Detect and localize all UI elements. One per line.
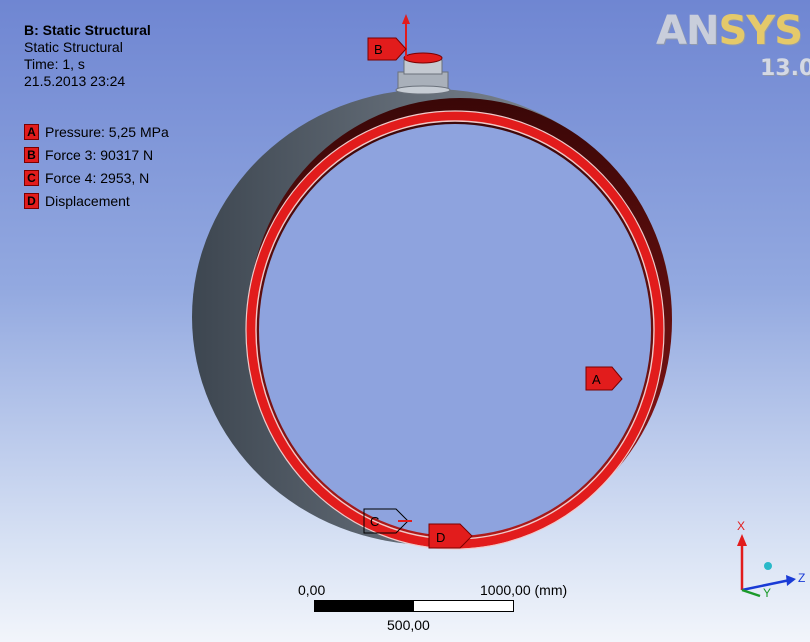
logo-text-b: SYS [718,8,803,54]
legend-label: Force 4: 2953, N [45,169,150,186]
marker-c[interactable]: C [363,508,412,534]
marker-a-label: A [592,372,601,387]
triad-y-label: Y [763,586,771,600]
load-legend: A Pressure: 5,25 MPa B Force 3: 90317 N … [24,120,169,212]
marker-b-label: B [374,42,383,57]
scale-left-label: 0,00 [298,582,326,598]
nozzle-top [403,52,443,64]
analysis-info: B: Static Structural Static Structural T… [24,22,151,90]
scale-bar-black-segment [315,601,414,611]
marker-d-label: D [436,530,445,545]
analysis-time: Time: 1, s [24,56,85,72]
logo-text-a: AN [656,8,719,54]
legend-item[interactable]: C Force 4: 2953, N [24,166,169,189]
nozzle-base-rim [395,85,451,95]
legend-item[interactable]: D Displacement [24,189,169,212]
marker-a[interactable]: A [585,366,623,391]
scale-mid-label: 500,00 [387,617,430,633]
pressure-face-outer-edge [245,110,665,550]
scale-bar [314,600,514,612]
legend-tag: D [24,192,39,209]
legend-tag: C [24,169,39,186]
legend-item[interactable]: B Force 3: 90317 N [24,143,169,166]
force-b-arrowhead [402,14,410,24]
marker-d[interactable]: D [428,523,473,549]
marker-b[interactable]: B [367,37,407,61]
analysis-subtitle: Static Structural [24,39,123,55]
triad-x-label: X [737,519,745,533]
marker-c-label: C [370,514,379,529]
analysis-datetime: 21.5.2013 23:24 [24,73,126,89]
legend-tag: A [24,123,39,140]
legend-label: Pressure: 5,25 MPa [45,123,169,140]
legend-tag: B [24,146,39,163]
version-label: 13.0 [760,56,810,81]
legend-label: Force 3: 90317 N [45,146,154,163]
triad-z-label: Z [798,571,805,585]
ring-hole [259,124,651,536]
ansys-logo: ANSYS [656,8,803,54]
analysis-title: B: Static Structural [24,22,151,38]
legend-item[interactable]: A Pressure: 5,25 MPa [24,120,169,143]
coordinate-triad[interactable]: X Z Y [737,519,805,600]
scale-right-label: 1000,00 (mm) [480,582,568,598]
legend-label: Displacement [45,192,130,209]
